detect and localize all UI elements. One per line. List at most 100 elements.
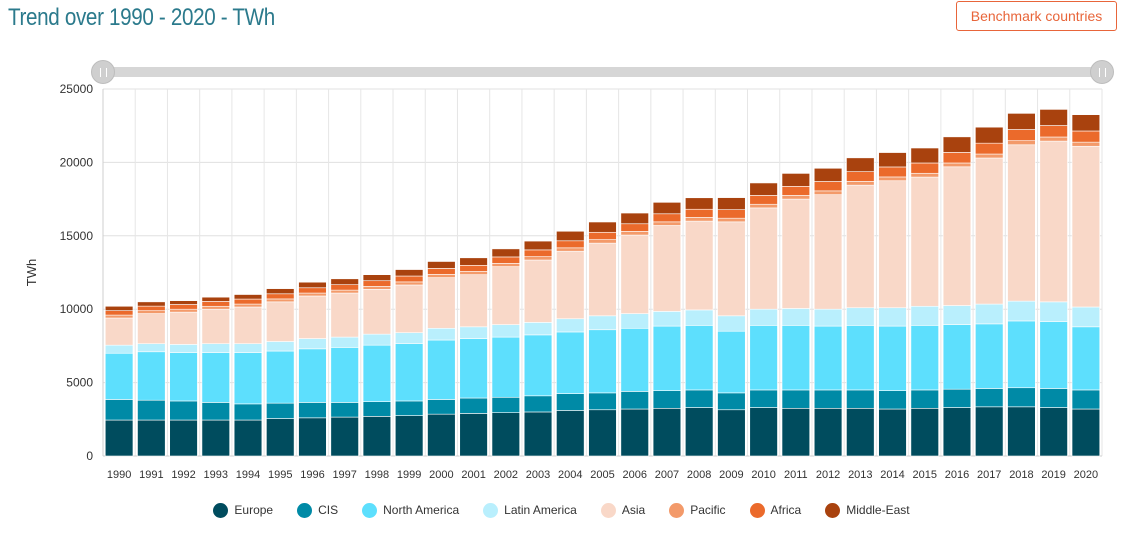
- bar-segment-cis: [878, 390, 907, 410]
- bar-segment-pacific: [523, 256, 553, 261]
- bar-segment-asia: [137, 313, 166, 344]
- bar-segment-europe: [491, 412, 520, 457]
- bar-segment-asia: [717, 221, 746, 317]
- bar-segment-pacific: [652, 221, 682, 226]
- bar-segment-asia: [298, 295, 327, 339]
- legend-item-cis[interactable]: CIS: [297, 502, 338, 518]
- bar-segment-africa: [717, 209, 746, 219]
- stacked-bar-chart: 0 5000 10000 15000 20000 25000 1990 1991 1992 199…: [24, 82, 1103, 481]
- bar-segment-asia: [362, 289, 392, 335]
- bar-segment-africa: [266, 293, 295, 300]
- bar-segment-middle-east: [1007, 113, 1036, 130]
- bar-segment-latin-america: [233, 343, 263, 353]
- bar-segment-africa: [813, 181, 843, 192]
- y-axis-title: TWh: [24, 259, 39, 286]
- bar-segment-north-america: [491, 336, 520, 398]
- bar-segment-cis: [652, 390, 682, 409]
- legend-swatch: [483, 502, 499, 518]
- bar-segment-middle-east: [910, 147, 939, 164]
- x-tick-label: 2009: [719, 469, 743, 481]
- bar-segment-north-america: [298, 348, 327, 403]
- bar-segment-europe: [652, 407, 682, 457]
- bar-segment-latin-america: [523, 322, 553, 336]
- x-tick-label: 1996: [300, 469, 324, 481]
- bar-segment-middle-east: [685, 197, 714, 210]
- legend-item-middle-east[interactable]: Middle-East: [825, 502, 910, 518]
- bar-segment-europe: [1071, 408, 1101, 457]
- range-slider-right-handle[interactable]: [1090, 60, 1114, 84]
- bar-segment-cis: [137, 399, 166, 421]
- bar-segment-pacific: [201, 305, 230, 310]
- bar-segment-middle-east: [781, 173, 811, 187]
- x-tick-label: 2014: [880, 469, 904, 481]
- legend-item-north-america[interactable]: North America: [362, 502, 459, 518]
- bar-segment-cis: [459, 397, 488, 414]
- bar-segment-europe: [169, 419, 198, 457]
- bar-segment-africa: [910, 162, 939, 174]
- x-tick-label: 2019: [1041, 469, 1065, 481]
- page-title: Trend over 1990 - 2020 - TWh: [8, 4, 275, 31]
- bar-segment-cis: [201, 402, 230, 421]
- bar-segment-latin-america: [427, 327, 456, 341]
- chart-legend: Europe CIS North America Latin America Asia P…: [0, 500, 1123, 520]
- bar-segment-latin-america: [298, 338, 327, 350]
- bar-segment-latin-america: [588, 315, 617, 331]
- grip-icon: [99, 67, 107, 77]
- legend-item-africa[interactable]: Africa: [749, 502, 801, 518]
- bar-segment-africa: [233, 298, 263, 305]
- bar-segment-europe: [975, 406, 1004, 457]
- bar-segment-africa: [1007, 129, 1036, 141]
- bar-segment-asia: [942, 166, 972, 306]
- bar-segment-africa: [685, 208, 714, 218]
- bar-segment-asia: [588, 242, 617, 317]
- bar-segment-pacific: [846, 181, 875, 186]
- x-tick-label: 2006: [622, 469, 646, 481]
- bar-segment-north-america: [975, 323, 1004, 389]
- bar-segment-latin-america: [685, 309, 714, 326]
- bar-segment-latin-america: [266, 341, 295, 352]
- benchmark-countries-button[interactable]: Benchmark countries: [956, 1, 1117, 31]
- bar-segment-africa: [846, 171, 875, 182]
- bar-segment-asia: [1039, 140, 1068, 303]
- range-slider-left-handle[interactable]: [91, 60, 115, 84]
- bar-segment-latin-america: [975, 303, 1004, 325]
- bar-segment-europe: [717, 409, 746, 457]
- bar-segment-europe: [781, 407, 811, 457]
- bar-segment-north-america: [942, 324, 972, 390]
- legend-item-europe[interactable]: Europe: [213, 502, 274, 518]
- legend-item-asia[interactable]: Asia: [600, 502, 645, 518]
- bar-segment-cis: [781, 389, 811, 409]
- bar-segment-north-america: [362, 344, 392, 402]
- bar-segment-cis: [846, 389, 875, 409]
- legend-item-pacific[interactable]: Pacific: [669, 502, 726, 518]
- y-tick-label: 25000: [60, 82, 94, 96]
- bar-segment-cis: [717, 392, 746, 411]
- bar-segment-latin-america: [1071, 306, 1101, 328]
- bar-segment-pacific: [1007, 140, 1036, 146]
- bar-segment-cis: [749, 389, 778, 408]
- bar-segment-north-america: [846, 325, 875, 391]
- bar-segment-middle-east: [427, 261, 456, 269]
- bar-segment-europe: [266, 418, 295, 457]
- bar-segment-pacific: [749, 203, 778, 209]
- bar-segment-middle-east: [556, 230, 585, 242]
- bar-segment-pacific: [942, 162, 972, 168]
- bar-segment-north-america: [330, 347, 359, 403]
- bar-segment-africa: [749, 195, 778, 205]
- bar-segment-asia: [975, 157, 1004, 305]
- bar-segment-pacific: [813, 190, 843, 195]
- legend-label: Europe: [234, 503, 274, 517]
- bar-segment-africa: [878, 166, 907, 178]
- bar-segment-middle-east: [233, 294, 263, 300]
- range-slider-track[interactable]: [103, 67, 1102, 77]
- bar-segment-africa: [104, 310, 134, 316]
- bar-segment-cis: [1071, 389, 1101, 410]
- bar-segment-north-america: [749, 325, 778, 391]
- x-tick-label: 2015: [913, 469, 937, 481]
- legend-swatch: [297, 502, 313, 518]
- bar-segment-pacific: [685, 217, 714, 222]
- bar-segment-middle-east: [813, 167, 843, 182]
- bar-segment-middle-east: [942, 136, 972, 153]
- legend-item-latin-america[interactable]: Latin America: [483, 502, 577, 518]
- bar-segment-cis: [330, 402, 359, 418]
